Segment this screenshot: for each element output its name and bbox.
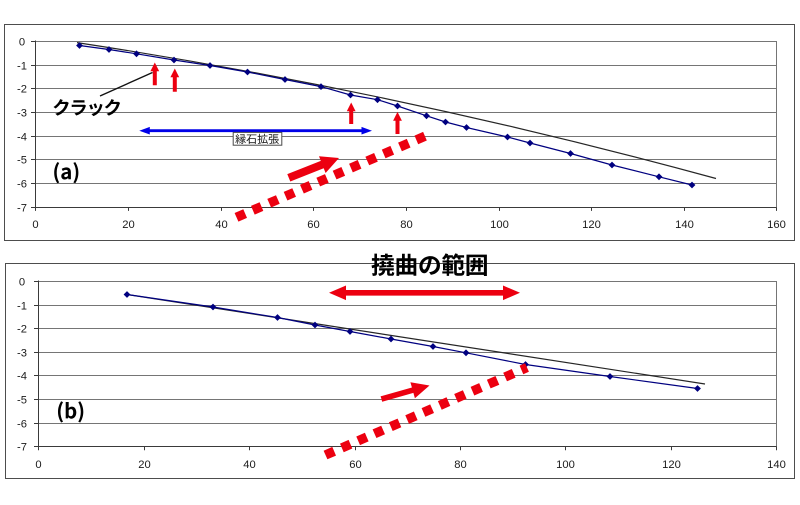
svg-text:-4: -4 — [17, 371, 27, 383]
svg-text:-1: -1 — [17, 61, 27, 73]
svg-text:-5: -5 — [17, 155, 27, 167]
svg-text:-7: -7 — [17, 203, 27, 215]
svg-text:80: 80 — [400, 219, 412, 231]
svg-text:-2: -2 — [17, 324, 27, 336]
svg-text:-5: -5 — [17, 395, 27, 407]
svg-text:-3: -3 — [17, 348, 27, 360]
svg-text:-6: -6 — [17, 179, 27, 191]
svg-text:-2: -2 — [17, 84, 27, 96]
svg-text:0: 0 — [19, 37, 25, 49]
svg-text:120: 120 — [662, 459, 681, 471]
svg-text:100: 100 — [556, 459, 575, 471]
svg-text:-1: -1 — [17, 301, 27, 313]
svg-text:40: 40 — [215, 219, 227, 231]
svg-text:60: 60 — [307, 219, 319, 231]
svg-text:0: 0 — [35, 459, 41, 471]
svg-text:20: 20 — [138, 459, 150, 471]
svg-text:0: 0 — [19, 277, 25, 289]
svg-text:-4: -4 — [17, 132, 27, 144]
svg-text:140: 140 — [675, 219, 694, 231]
svg-text:160: 160 — [767, 219, 786, 231]
svg-text:60: 60 — [349, 459, 361, 471]
svg-text:40: 40 — [243, 459, 255, 471]
svg-text:0: 0 — [32, 219, 38, 231]
svg-text:20: 20 — [122, 219, 134, 231]
svg-text:140: 140 — [767, 459, 786, 471]
svg-text:-7: -7 — [17, 442, 27, 454]
svg-text:100: 100 — [490, 219, 509, 231]
svg-text:120: 120 — [582, 219, 601, 231]
svg-text:80: 80 — [454, 459, 466, 471]
svg-text:-6: -6 — [17, 419, 27, 431]
svg-text:-3: -3 — [17, 108, 27, 120]
